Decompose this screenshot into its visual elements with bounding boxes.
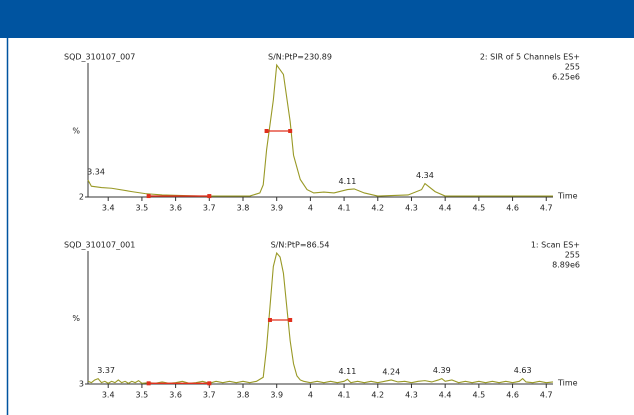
header-bar bbox=[0, 0, 634, 38]
x-tick-label: 4.2 bbox=[371, 204, 384, 213]
x-tick-label: 3.5 bbox=[136, 391, 149, 400]
trace-line bbox=[87, 251, 554, 384]
x-tick-label: 4.7 bbox=[540, 204, 553, 213]
noise-marker-end bbox=[146, 194, 151, 199]
noise-marker-end bbox=[207, 194, 212, 199]
x-tick-label: 4.7 bbox=[540, 391, 553, 400]
x-tick-label: 4 bbox=[308, 204, 313, 213]
x-tick-label: 4.5 bbox=[473, 391, 486, 400]
x-tick-label: 3.8 bbox=[237, 391, 250, 400]
trace-line bbox=[87, 63, 553, 197]
sn-label: S/N:PtP=230.89 bbox=[268, 53, 332, 62]
channel-label: 2: SIR of 5 Channels ES+ bbox=[480, 53, 580, 62]
x-axis-label: Time bbox=[557, 192, 578, 201]
x-tick-label: 4.3 bbox=[405, 204, 418, 213]
x-tick-label: 3.4 bbox=[102, 391, 115, 400]
y-axis-label: % bbox=[72, 127, 80, 136]
half-height-marker-end bbox=[288, 317, 293, 322]
x-tick-label: 3.4 bbox=[102, 204, 115, 213]
x-tick-label: 3.7 bbox=[203, 204, 216, 213]
mass-label: 255 bbox=[565, 63, 580, 72]
x-tick-label: 3.9 bbox=[270, 204, 283, 213]
y-tick-label: 3 bbox=[79, 380, 84, 389]
x-tick-label: 4.1 bbox=[338, 204, 351, 213]
x-tick-label: 4.6 bbox=[506, 204, 519, 213]
x-axis-label: Time bbox=[557, 379, 578, 388]
peak-label: 4.11 bbox=[339, 177, 357, 186]
x-tick-label: 3.6 bbox=[169, 391, 182, 400]
peak-label: 4.34 bbox=[416, 171, 434, 180]
peak-label: 3.34 bbox=[87, 168, 105, 177]
peak-label: 4.24 bbox=[382, 367, 400, 376]
x-tick-label: 4.4 bbox=[439, 391, 452, 400]
x-tick-label: 4.6 bbox=[506, 391, 519, 400]
x-tick-label: 4.4 bbox=[439, 204, 452, 213]
x-tick-label: 3.7 bbox=[203, 391, 216, 400]
trace-title: SQD_310107_007 bbox=[64, 53, 135, 62]
y-tick-label: 2 bbox=[79, 193, 84, 202]
trace-title: SQD_310107_001 bbox=[64, 241, 135, 250]
x-tick-label: 3.8 bbox=[237, 204, 250, 213]
x-tick-label: 3.9 bbox=[270, 391, 283, 400]
x-tick-label: 4.1 bbox=[338, 391, 351, 400]
mass-label: 255 bbox=[565, 251, 580, 260]
half-height-marker-end bbox=[267, 317, 272, 322]
x-tick-label: 4.5 bbox=[473, 204, 486, 213]
half-height-marker-end bbox=[288, 129, 293, 133]
intensity-label: 8.89e6 bbox=[552, 261, 580, 270]
x-tick-label: 4.2 bbox=[371, 391, 384, 400]
noise-marker-end bbox=[207, 381, 212, 386]
peak-label: 4.11 bbox=[339, 367, 357, 376]
intensity-label: 6.25e6 bbox=[552, 73, 580, 82]
y-axis-label: % bbox=[72, 314, 80, 323]
peak-label: 4.63 bbox=[514, 366, 532, 375]
x-tick-label: 3.5 bbox=[136, 204, 149, 213]
half-height-marker-end bbox=[264, 129, 269, 133]
channel-label: 1: Scan ES+ bbox=[531, 241, 580, 250]
sn-label: S/N:PtP=86.54 bbox=[271, 241, 330, 250]
peak-label: 4.39 bbox=[433, 366, 451, 375]
x-tick-label: 3.6 bbox=[169, 204, 182, 213]
peak-label: 3.37 bbox=[97, 366, 115, 375]
noise-marker-end bbox=[146, 381, 151, 386]
x-tick-label: 4.3 bbox=[405, 391, 418, 400]
x-tick-label: 4 bbox=[308, 391, 313, 400]
